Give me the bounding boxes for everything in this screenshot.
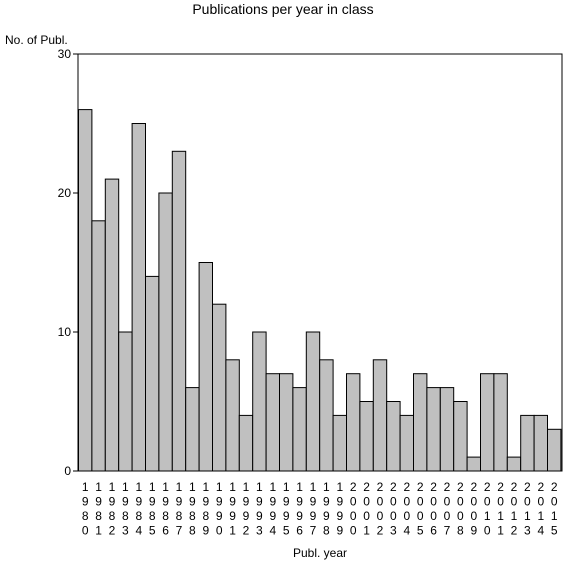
bar-2014 bbox=[533, 414, 548, 472]
y-tick-label: 30 bbox=[58, 47, 72, 61]
bar-1984 bbox=[131, 123, 147, 472]
bar-2009 bbox=[466, 456, 482, 472]
bar-1980 bbox=[78, 109, 93, 472]
bar-1989 bbox=[198, 262, 214, 472]
bars-group bbox=[78, 109, 562, 472]
bar-2011 bbox=[493, 373, 508, 472]
bar-2000 bbox=[346, 373, 361, 472]
bar-2004 bbox=[399, 414, 415, 472]
bar-1983 bbox=[118, 331, 133, 472]
bar-1985 bbox=[145, 275, 160, 472]
y-axis: 0 10 20 30 bbox=[58, 47, 78, 478]
bar-2002 bbox=[372, 359, 388, 472]
bar-1998 bbox=[319, 359, 334, 472]
bar-1992 bbox=[238, 414, 254, 472]
chart-title: Publications per year in class bbox=[192, 1, 373, 17]
bar-2013 bbox=[520, 414, 535, 472]
bar-1995 bbox=[279, 373, 294, 472]
bar-1990 bbox=[212, 303, 227, 472]
bar-1996 bbox=[292, 387, 307, 472]
bar-2010 bbox=[480, 373, 495, 472]
bar-1988 bbox=[185, 387, 200, 472]
x-axis-label: Publ. year bbox=[293, 546, 347, 560]
bar-2005 bbox=[413, 373, 428, 472]
x-axis-tick-labels: 1 9 8 0 1 9 8 1 1 9 8 2 1 9 8 3 1 9 8 4 1 9 8 5 1 9 8 6 1 9 8 7 1 9 8 8 1 9 8 9… bbox=[82, 480, 558, 538]
bar-1997 bbox=[305, 331, 321, 472]
bar-2008 bbox=[453, 401, 468, 472]
bar-1999 bbox=[332, 414, 348, 472]
bar-2003 bbox=[386, 401, 401, 472]
bar-1987 bbox=[171, 150, 187, 472]
bar-1986 bbox=[158, 192, 173, 472]
bar-1993 bbox=[252, 331, 267, 472]
bar-2015 bbox=[547, 428, 562, 472]
bar-1981 bbox=[91, 220, 106, 472]
bar-2007 bbox=[439, 387, 455, 472]
bar-1994 bbox=[265, 373, 281, 472]
bar-1982 bbox=[104, 178, 120, 472]
y-tick-label: 20 bbox=[58, 186, 72, 200]
y-tick-label: 0 bbox=[64, 464, 71, 478]
bar-2012 bbox=[506, 456, 522, 472]
bar-2001 bbox=[359, 401, 374, 472]
y-tick-label: 10 bbox=[58, 325, 72, 339]
bar-1991 bbox=[225, 359, 240, 472]
bar-2006 bbox=[426, 387, 441, 472]
y-axis-label: No. of Publ. bbox=[5, 33, 68, 47]
